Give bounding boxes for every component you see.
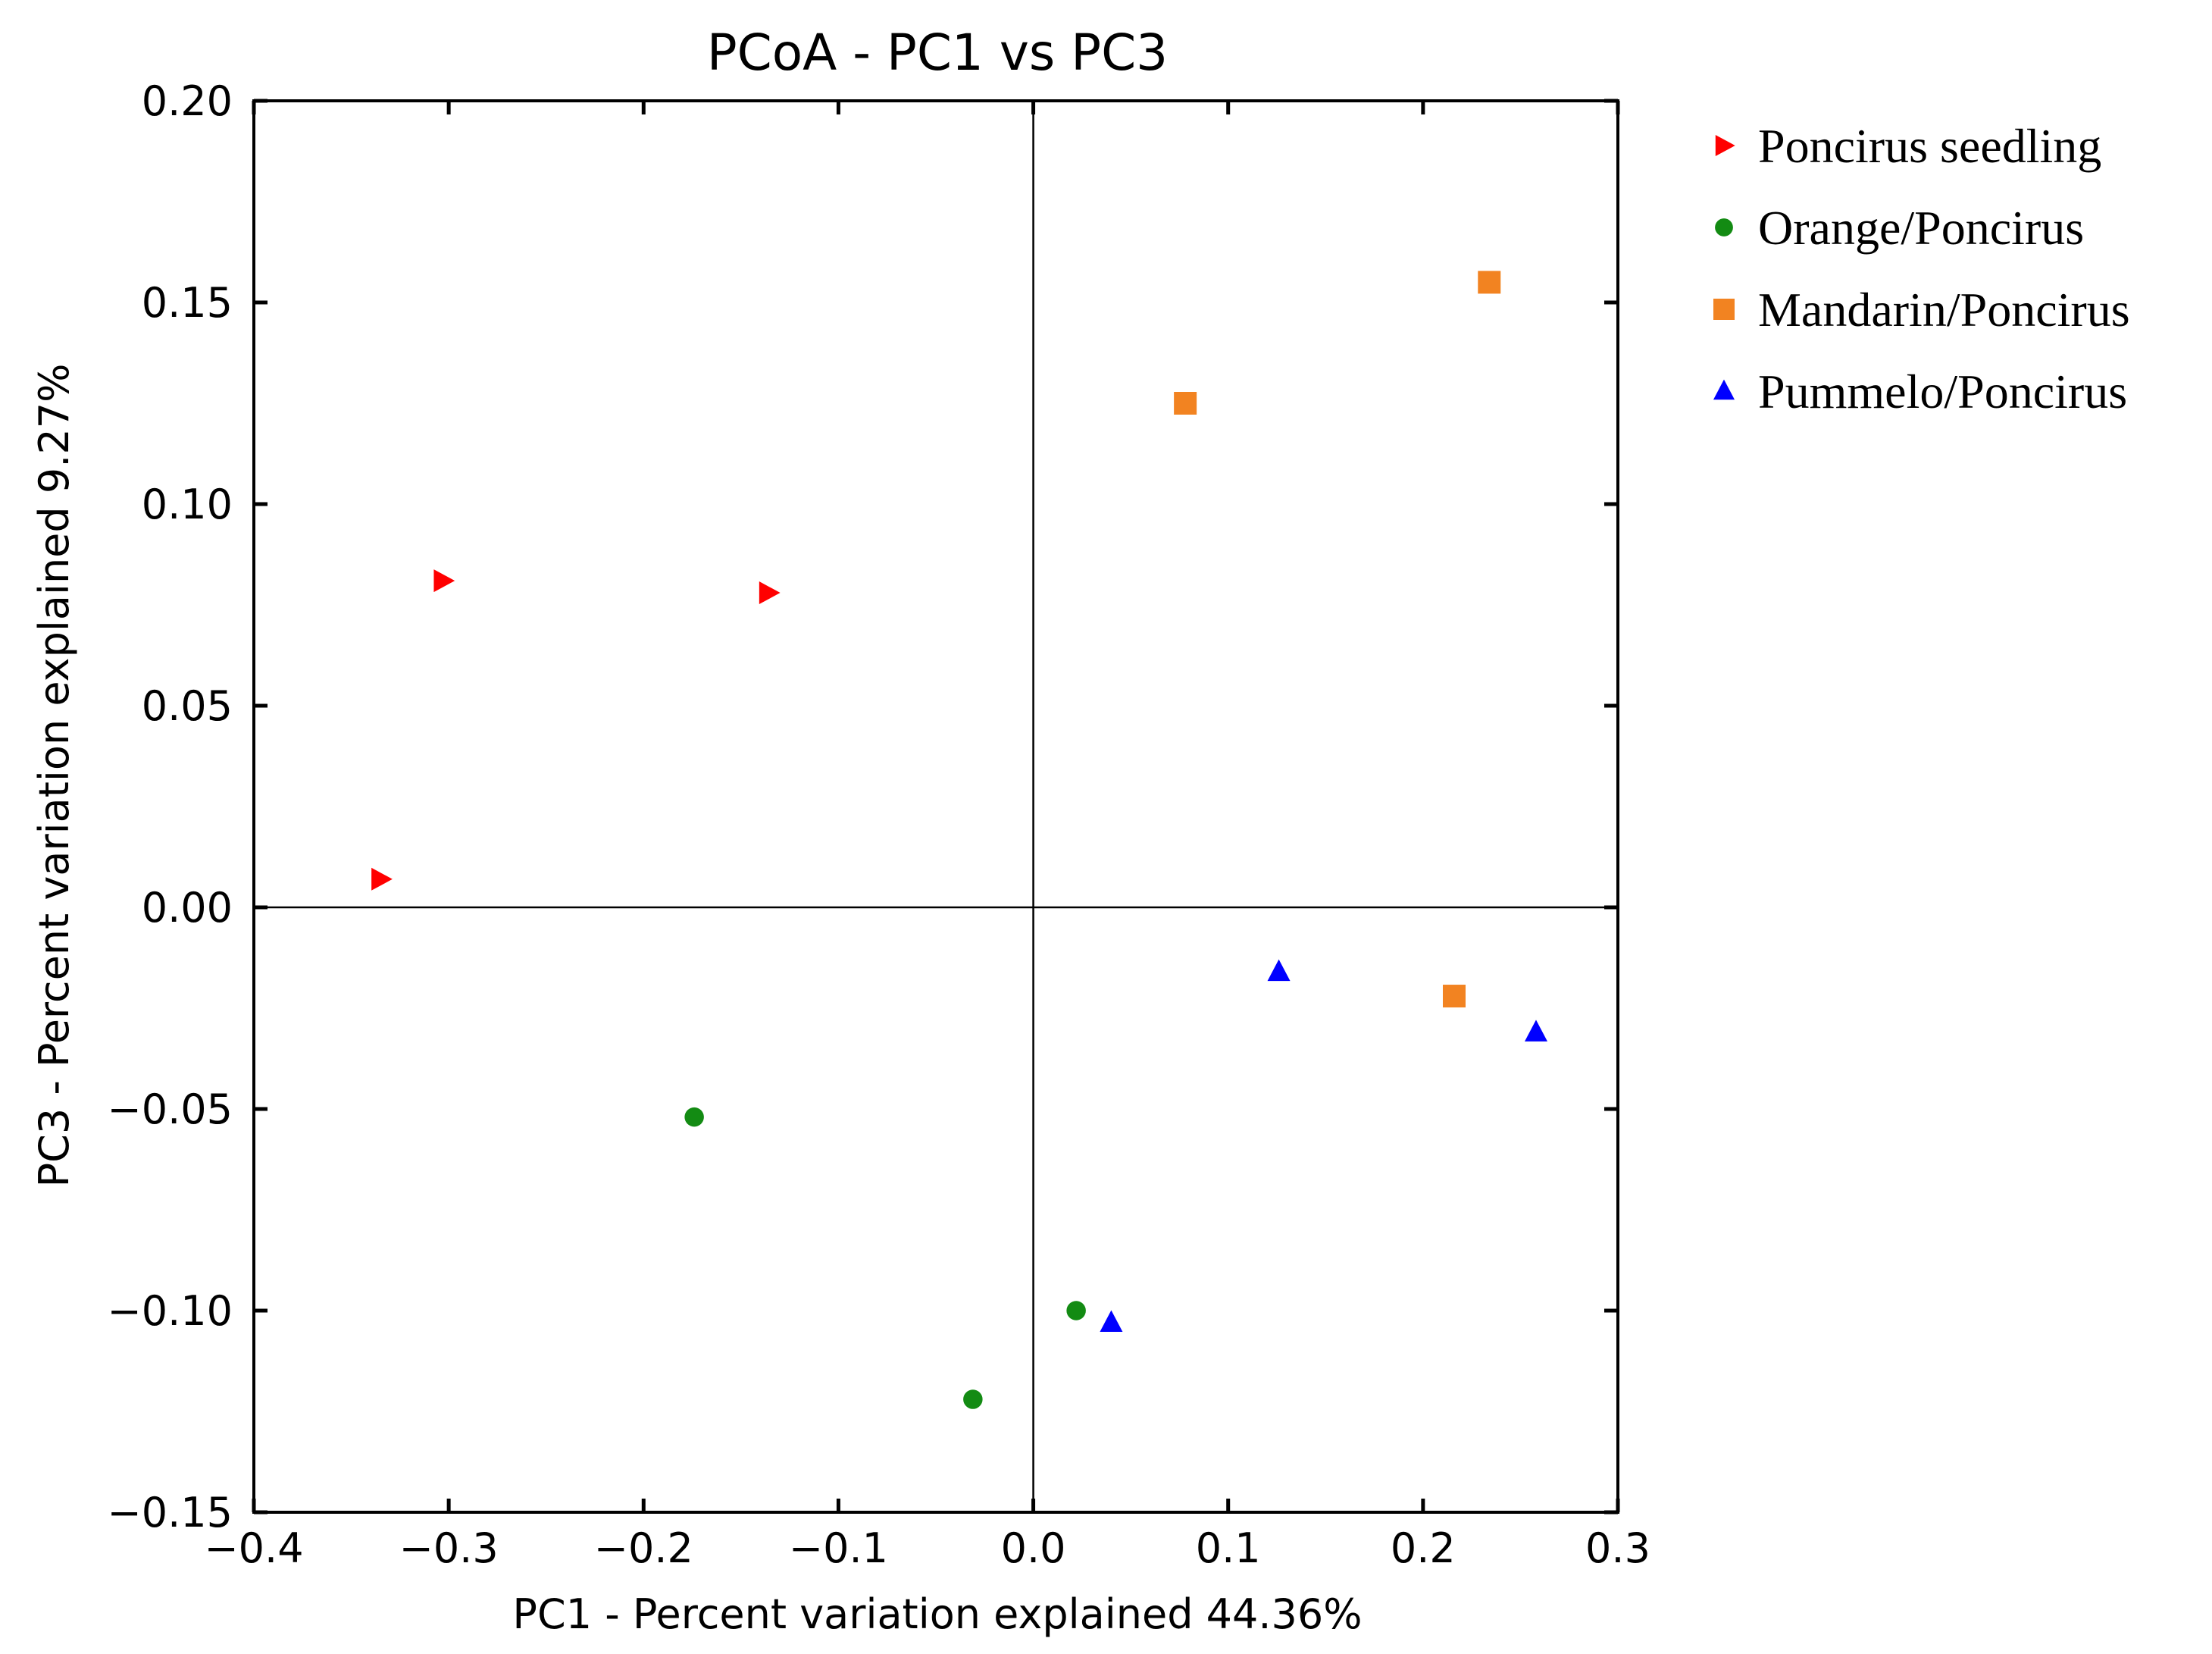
legend-marker xyxy=(1713,379,1735,400)
data-point xyxy=(1443,985,1466,1008)
data-point xyxy=(1525,1020,1547,1042)
data-point xyxy=(1100,1310,1123,1332)
y-tick-label: −0.10 xyxy=(108,1287,233,1335)
x-tick-label: −0.3 xyxy=(399,1524,499,1572)
y-axis-label: PC3 - Percent variation explained 9.27% xyxy=(30,364,78,1188)
legend-label: Orange/Poncirus xyxy=(1758,201,2084,255)
data-point xyxy=(1174,392,1197,415)
data-point xyxy=(1267,959,1291,982)
data-point xyxy=(1478,271,1501,294)
y-tick-label: 0.20 xyxy=(142,77,233,125)
x-tick-label: 0.3 xyxy=(1585,1524,1650,1572)
legend-marker xyxy=(1715,135,1735,156)
data-point xyxy=(759,581,781,605)
x-tick-label: 0.1 xyxy=(1196,1524,1261,1572)
reference-lines xyxy=(254,101,1618,1512)
legend-label: Poncirus seedling xyxy=(1758,119,2101,173)
y-tick-label: 0.15 xyxy=(142,279,233,327)
x-axis-tick-labels: −0.4 −0.3 −0.2 −0.1 0.0 0.1 0.2 0.3 xyxy=(204,1524,1650,1572)
x-axis-label: PC1 - Percent variation explained 44.36% xyxy=(512,1590,1362,1638)
data-point xyxy=(433,569,455,593)
y-tick-label: 0.00 xyxy=(142,884,233,932)
data-point xyxy=(684,1107,704,1127)
legend-marker xyxy=(1713,299,1735,320)
data-point xyxy=(1066,1301,1086,1320)
x-tick-label: −0.1 xyxy=(789,1524,888,1572)
y-tick-label: 0.05 xyxy=(142,682,233,730)
axis-ticks xyxy=(252,99,1620,1515)
plot-frame xyxy=(252,99,1619,1514)
y-tick-label: −0.05 xyxy=(108,1085,233,1133)
x-tick-label: −0.4 xyxy=(204,1524,303,1572)
legend: Poncirus seedling Orange/Poncirus Mandarin… xyxy=(1713,119,2130,418)
data-point xyxy=(371,867,393,891)
y-tick-label: −0.15 xyxy=(108,1489,233,1537)
x-tick-label: 0.2 xyxy=(1391,1524,1456,1572)
y-axis-tick-labels: 0.20 0.15 0.10 0.05 0.00 −0.05 −0.10 −0.15 xyxy=(108,77,233,1537)
y-tick-label: 0.10 xyxy=(142,481,233,528)
chart-title: PCoA - PC1 vs PC3 xyxy=(707,23,1168,82)
legend-label: Pummelo/Poncirus xyxy=(1758,365,2127,418)
data-points xyxy=(371,271,1547,1409)
data-point xyxy=(963,1389,983,1409)
legend-label: Mandarin/Poncirus xyxy=(1758,283,2130,337)
x-tick-label: −0.2 xyxy=(594,1524,693,1572)
x-tick-label: 0.0 xyxy=(1001,1524,1066,1572)
legend-marker xyxy=(1715,218,1733,237)
